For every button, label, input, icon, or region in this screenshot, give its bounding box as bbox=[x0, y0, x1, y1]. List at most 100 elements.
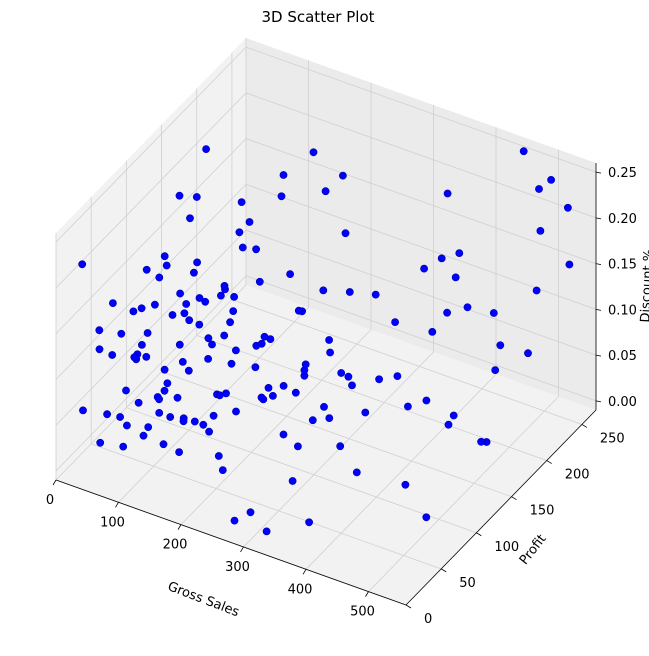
data-point bbox=[163, 379, 172, 388]
data-point bbox=[195, 320, 204, 329]
grid-z-side bbox=[55, 46, 247, 243]
data-point bbox=[264, 383, 273, 392]
data-point bbox=[393, 372, 402, 380]
chart-title: 3D Scatter Plot bbox=[261, 8, 374, 26]
data-point bbox=[361, 408, 370, 417]
data-point bbox=[199, 420, 208, 429]
x-tick-label: 500 bbox=[350, 605, 375, 620]
data-point bbox=[108, 351, 117, 359]
data-point bbox=[201, 297, 210, 306]
y-tick-label: 50 bbox=[459, 576, 476, 591]
grid-z-back bbox=[245, 138, 597, 265]
data-point bbox=[455, 249, 464, 257]
z-tick-mark bbox=[595, 400, 602, 403]
data-point bbox=[532, 286, 541, 295]
data-point bbox=[422, 396, 431, 405]
grid-z-back bbox=[245, 46, 597, 173]
x-tick-mark bbox=[177, 524, 182, 530]
data-point bbox=[422, 513, 431, 522]
data-point bbox=[109, 299, 117, 307]
data-point bbox=[536, 226, 545, 235]
data-point bbox=[168, 311, 177, 319]
z-tick-label: 0.20 bbox=[608, 212, 637, 227]
data-point bbox=[308, 416, 317, 425]
data-point bbox=[79, 406, 87, 415]
z-tick-label: 0.15 bbox=[608, 258, 637, 273]
y-tick-label: 200 bbox=[565, 468, 590, 483]
x-tick-label: 100 bbox=[100, 515, 125, 530]
data-point bbox=[176, 289, 184, 298]
grid-x-floor bbox=[305, 374, 497, 570]
data-point bbox=[524, 349, 532, 358]
data-point bbox=[341, 229, 350, 238]
data-point bbox=[326, 348, 334, 357]
data-point bbox=[218, 466, 227, 474]
data-point bbox=[137, 304, 146, 313]
data-point bbox=[444, 420, 453, 429]
data-point bbox=[116, 413, 124, 421]
data-point bbox=[245, 218, 254, 226]
y-tick-mark bbox=[546, 460, 552, 464]
data-point bbox=[119, 442, 128, 451]
data-point bbox=[564, 203, 572, 212]
data-point bbox=[301, 360, 310, 369]
data-point bbox=[117, 329, 126, 338]
data-point bbox=[160, 252, 169, 261]
data-point bbox=[371, 290, 380, 299]
data-point bbox=[186, 214, 194, 223]
data-point bbox=[159, 440, 168, 449]
y-tick-mark bbox=[440, 568, 447, 573]
data-point bbox=[235, 228, 244, 237]
x-tick-mark bbox=[365, 591, 369, 597]
data-point bbox=[155, 273, 164, 282]
data-point bbox=[325, 336, 333, 344]
data-point bbox=[491, 366, 500, 374]
axis-lines bbox=[55, 163, 597, 606]
data-point bbox=[279, 430, 288, 439]
data-points bbox=[78, 145, 574, 536]
data-point bbox=[451, 273, 460, 282]
data-point bbox=[155, 395, 163, 404]
back-pane bbox=[246, 38, 596, 410]
data-point bbox=[173, 393, 182, 402]
data-point bbox=[305, 518, 313, 527]
data-point bbox=[428, 327, 437, 336]
data-point bbox=[449, 411, 458, 420]
data-point bbox=[293, 442, 302, 451]
data-point bbox=[266, 335, 275, 343]
data-point bbox=[193, 258, 201, 267]
data-point bbox=[257, 339, 266, 348]
data-point bbox=[139, 431, 148, 440]
grid-x-floor bbox=[55, 284, 247, 481]
data-point bbox=[277, 192, 286, 201]
data-point bbox=[130, 353, 139, 362]
data-point bbox=[195, 294, 204, 302]
grid-z-side bbox=[55, 275, 247, 472]
data-point bbox=[143, 329, 152, 337]
y-tick-mark bbox=[581, 424, 588, 428]
y-tick-label: 100 bbox=[494, 540, 519, 555]
data-point bbox=[443, 189, 452, 198]
grid-y-floor bbox=[91, 443, 442, 570]
x-tick-label: 200 bbox=[163, 538, 188, 553]
grid-z-side bbox=[55, 92, 247, 289]
y-tick-label: 250 bbox=[600, 431, 625, 446]
data-point bbox=[192, 193, 201, 201]
data-point bbox=[175, 448, 183, 456]
data-point bbox=[184, 366, 193, 375]
x-tick-mark bbox=[302, 569, 307, 575]
data-point bbox=[547, 175, 555, 184]
data-point bbox=[463, 303, 472, 312]
grid-z-side bbox=[55, 138, 247, 334]
data-point bbox=[336, 442, 345, 451]
floor-pane bbox=[56, 285, 596, 605]
data-point bbox=[565, 260, 574, 269]
data-point bbox=[155, 408, 164, 417]
data-point bbox=[288, 477, 297, 485]
data-point bbox=[232, 407, 240, 416]
z-tick-mark bbox=[595, 354, 602, 357]
grid-z-back bbox=[245, 275, 597, 402]
data-point bbox=[220, 331, 229, 340]
x-tick-mark bbox=[240, 546, 244, 553]
